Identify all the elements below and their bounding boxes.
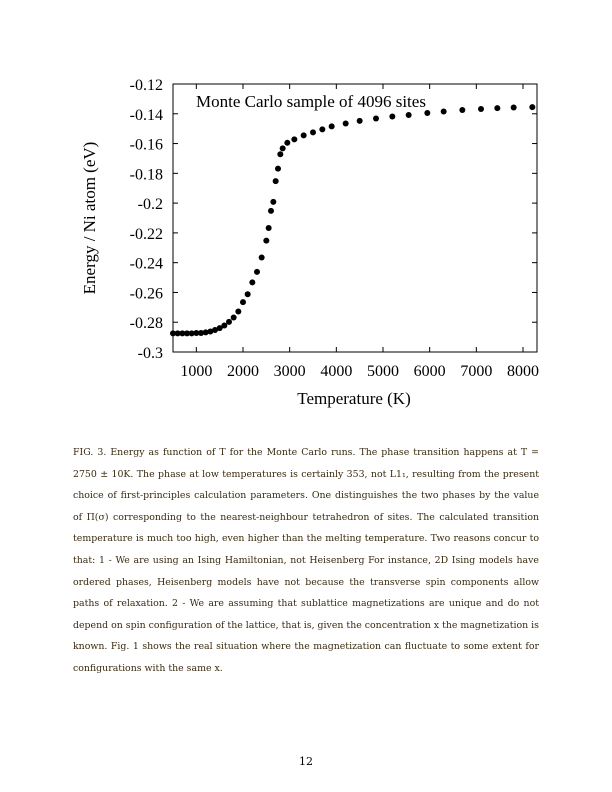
data-point	[244, 291, 251, 298]
data-point	[179, 330, 186, 337]
caption-text: FIG. 3. Energy as function of T for the …	[73, 447, 539, 674]
data-point	[440, 108, 447, 115]
x-tick-label: 1000	[180, 363, 212, 380]
data-point	[193, 329, 200, 336]
x-tick-label: 2000	[227, 363, 259, 380]
data-point	[275, 165, 281, 172]
data-point	[478, 106, 484, 113]
data-point	[268, 207, 274, 214]
data-point	[277, 151, 284, 158]
energy-temperature-chart: -0.12 -0.14 -0.16 -0.18 -0.2 -0.22 -0.24 -0.26 -…	[80, 77, 539, 408]
data-point	[300, 132, 307, 139]
data-point	[510, 104, 517, 111]
data-point	[263, 237, 270, 244]
data-point	[272, 178, 279, 185]
data-point	[188, 330, 195, 337]
y-tick-label: -0.22	[130, 226, 163, 243]
data-point	[249, 279, 256, 286]
y-tick-label: -0.26	[130, 285, 163, 302]
data-point	[270, 198, 277, 205]
data-point	[494, 105, 501, 112]
data-point	[216, 325, 223, 332]
figure-3: -0.12 -0.14 -0.16 -0.18 -0.2 -0.22 -0.24 -0.26 -…	[80, 77, 539, 408]
y-axis-ticks: -0.12 -0.14 -0.16 -0.18 -0.2 -0.22 -0.24 -0.26 -…	[130, 77, 537, 362]
data-point	[184, 330, 190, 337]
data-points	[170, 104, 536, 337]
y-tick-label: -0.14	[130, 107, 163, 124]
figure-caption: FIG. 3. Energy as function of T for the …	[73, 442, 539, 680]
data-point	[240, 299, 246, 306]
data-point	[284, 139, 291, 146]
plot-border	[172, 83, 538, 353]
data-point	[170, 330, 176, 337]
y-tick-label: -0.24	[130, 256, 163, 273]
y-tick-label: -0.16	[130, 137, 163, 154]
x-tick-label: 7000	[460, 363, 492, 380]
data-point	[389, 113, 396, 120]
x-axis-label: Temperature (K)	[297, 389, 411, 408]
data-point	[198, 329, 204, 336]
x-tick-label: 8000	[507, 363, 539, 380]
data-point	[529, 104, 536, 111]
y-tick-label: -0.2	[138, 196, 163, 213]
data-point	[265, 224, 272, 231]
data-point	[291, 136, 298, 143]
plot-frame	[172, 83, 538, 353]
x-tick-label: 5000	[367, 363, 399, 380]
data-point	[258, 254, 265, 261]
data-point	[319, 126, 326, 133]
data-point	[405, 111, 412, 118]
data-point	[174, 330, 181, 337]
y-tick-label: -0.18	[130, 166, 163, 183]
data-point	[424, 110, 431, 117]
data-point	[459, 107, 466, 114]
data-point	[235, 308, 242, 315]
data-point	[373, 115, 379, 122]
x-tick-label: 6000	[414, 363, 446, 380]
data-point	[254, 268, 260, 275]
y-axis-label: Energy / Ni atom (eV)	[80, 142, 99, 295]
x-axis-ticks: 1000 2000 3000 4000 5000 6000 7000 8000	[180, 84, 539, 380]
data-point	[230, 314, 237, 321]
x-tick-label: 3000	[274, 363, 306, 380]
data-point	[310, 129, 316, 136]
y-tick-label: -0.28	[130, 315, 163, 332]
data-point	[221, 322, 228, 329]
data-point	[212, 326, 218, 333]
data-point	[207, 328, 214, 335]
data-point	[202, 329, 209, 336]
page-number: 12	[299, 755, 313, 768]
x-tick-label: 4000	[320, 363, 352, 380]
data-point	[328, 123, 335, 130]
y-tick-label: -0.3	[138, 345, 163, 362]
data-point	[226, 318, 232, 325]
y-tick-label: -0.12	[130, 77, 163, 94]
data-point	[279, 145, 286, 152]
data-point	[356, 117, 363, 124]
chart-title: Monte Carlo sample of 4096 sites	[196, 92, 426, 111]
data-point	[342, 120, 349, 127]
